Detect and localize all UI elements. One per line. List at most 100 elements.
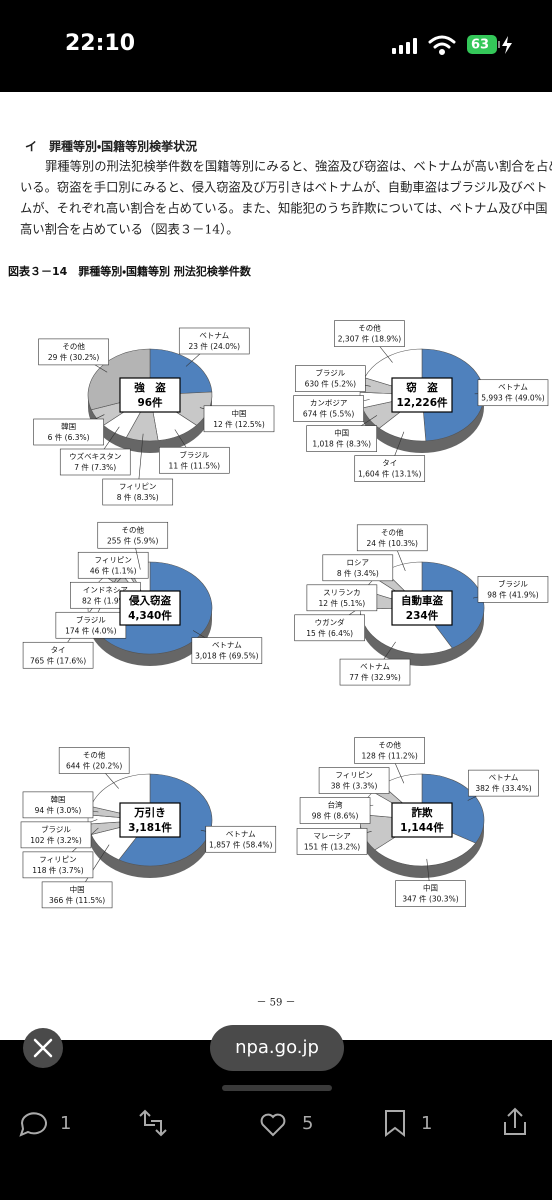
bookmark-count: 1 (421, 1113, 432, 1134)
label-box (178, 327, 250, 355)
slice-name: ベトナム (498, 383, 528, 392)
url-pill[interactable] (210, 1025, 344, 1071)
battery-tip (498, 41, 500, 48)
slice-name: 中国 (70, 884, 85, 894)
chart-total: 1,144件 (400, 821, 444, 834)
chart-title: 詐欺 (412, 806, 433, 819)
label-box (306, 425, 377, 452)
chart-title: 侵入窃盗 (128, 594, 171, 607)
retweet-icon[interactable] (139, 1109, 167, 1137)
paragraph-line: 高い割合を占めている（図表３－14）。 (20, 222, 239, 237)
slice-value: 6 件 (6.3%) (48, 432, 90, 442)
label-box (203, 405, 275, 433)
slice-name: フィリピン (335, 771, 372, 780)
slice-value: 1,604 件 (13.1%) (358, 469, 421, 479)
slice-value: 347 件 (30.3%) (402, 894, 458, 904)
slice-name: ベトナム (360, 662, 390, 671)
chart-title: 自動車盗 (401, 594, 443, 607)
center-box (391, 802, 453, 838)
label-box (22, 851, 94, 879)
center-box (119, 590, 181, 626)
label-box (299, 797, 371, 824)
slice-value: 12 件 (12.5%) (213, 419, 265, 429)
slice-value: 128 件 (11.2%) (362, 751, 418, 761)
reply-count: 1 (60, 1113, 71, 1134)
slice-value: 8 件 (8.3%) (117, 492, 159, 502)
slice-value: 23 件 (24.0%) (189, 341, 241, 351)
figure-title: 図表３－14 罪種等別・国籍等別 刑法犯検挙件数 (8, 264, 252, 278)
slice-name: その他 (62, 341, 85, 351)
label-box (58, 747, 130, 774)
label-box (33, 418, 104, 446)
label-box (77, 551, 149, 579)
slice-value: 1,018 件 (8.3%) (312, 439, 371, 449)
slice-name: その他 (83, 749, 106, 759)
actions-row (19, 1107, 526, 1138)
slice-value: 118 件 (3.7%) (32, 865, 84, 875)
slice-name: ブラジル (41, 824, 71, 834)
signal-icon (392, 38, 417, 54)
label-box (159, 446, 230, 474)
chart-title: 万引き (133, 806, 166, 819)
slice-name: その他 (121, 524, 144, 534)
label-box (102, 478, 174, 506)
slice-name: ウズベキスタン (69, 451, 121, 461)
slice-value: 98 件 (8.6%) (312, 811, 359, 821)
slice-name: 中国 (232, 408, 247, 418)
page-number: － 59 － (256, 998, 295, 1009)
reply-icon[interactable] (19, 1112, 47, 1137)
slice-value: 46 件 (1.1%) (90, 565, 137, 575)
slice-name: フィリピン (39, 855, 76, 864)
slice-name: フィリピン (95, 555, 132, 564)
label-box (395, 880, 466, 907)
slice-name: ブラジル (76, 614, 106, 624)
charging-icon (502, 36, 512, 54)
like-count: 5 (302, 1113, 313, 1134)
chart-total: 3,181件 (128, 821, 172, 834)
slice-name: 韓国 (50, 794, 65, 804)
slice-value: 2,307 件 (18.9%) (338, 334, 401, 344)
label-box (59, 448, 131, 476)
slice-name: インドネシア (83, 585, 128, 594)
slice-name: ブラジル (179, 449, 209, 459)
slice-value: 1,857 件 (58.4%) (209, 839, 272, 849)
slice-value: 98 件 (41.9%) (487, 589, 539, 599)
label-box (38, 338, 109, 366)
slice-value: 151 件 (13.2%) (304, 841, 360, 851)
slice-value: 174 件 (4.0%) (65, 625, 117, 635)
slice-value: 15 件 (6.4%) (306, 628, 353, 638)
slice-value: 82 件 (1.9%) (82, 595, 129, 605)
slice-value: 29 件 (30.2%) (48, 352, 100, 362)
battery (467, 35, 497, 54)
like-icon[interactable] (260, 1113, 286, 1137)
share-icon[interactable] (504, 1107, 526, 1135)
chart-total: 96件 (137, 396, 163, 409)
slice-name: その他 (378, 740, 401, 750)
label-box (97, 521, 169, 549)
slice-name: 中国 (423, 883, 438, 893)
label-box (55, 611, 127, 639)
document: イ 罪種等別・国籍等別検挙状況 罪種等別の刑法犯検挙件数を国籍等別にみると、強盗… (8, 139, 552, 1009)
center-box (119, 377, 181, 413)
label-box (477, 379, 549, 407)
slice-value: 24 件 (10.3%) (366, 538, 418, 548)
slice-name: ブラジル (498, 578, 528, 588)
label-box (22, 791, 94, 819)
slice-value: 94 件 (3.0%) (35, 805, 82, 815)
slice-name: ブラジル (315, 368, 345, 378)
slice-value: 102 件 (3.2%) (30, 835, 82, 845)
slice-name: ロシア (347, 558, 370, 567)
label-box (22, 641, 94, 669)
home-indicator (222, 1085, 332, 1091)
label-box (334, 320, 405, 347)
label-box (41, 881, 113, 909)
slice-value: 7 件 (7.3%) (74, 462, 116, 472)
bookmark-icon[interactable] (385, 1110, 405, 1138)
label-box (306, 584, 378, 612)
